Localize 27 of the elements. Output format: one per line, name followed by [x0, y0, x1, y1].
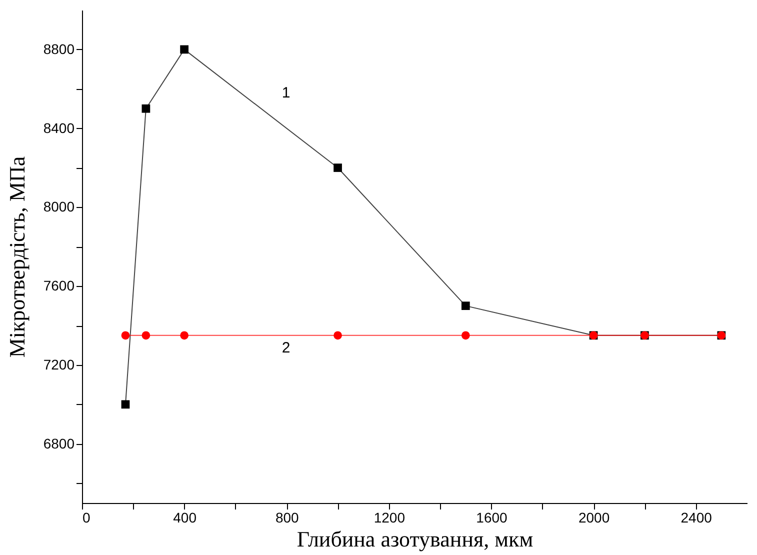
x-axis-title: Глибина азотування, мкм: [296, 526, 534, 552]
point: [334, 331, 342, 340]
x-tick-label: 1200: [374, 510, 406, 526]
point: [121, 331, 130, 340]
y-tick-label: 8000: [43, 198, 75, 215]
point: [142, 331, 150, 340]
y-axis-title: Мікротвердість, МПа: [4, 156, 30, 358]
x-tick-label: 2400: [680, 510, 712, 526]
y-tick-label: 6800: [43, 435, 75, 452]
series-label: 1: [282, 84, 290, 102]
series-label: 2: [282, 339, 290, 356]
point: [461, 302, 470, 310]
point: [180, 331, 188, 340]
x-tick-label: 1600: [476, 510, 508, 526]
point: [461, 331, 470, 340]
point: [121, 400, 130, 409]
point: [180, 45, 188, 54]
x-tick-label: 800: [275, 510, 300, 526]
y-tick-label: 7200: [43, 356, 75, 372]
y-tick-label: 7600: [43, 278, 75, 294]
y-tick-label: 8400: [43, 120, 75, 136]
x-tick-label: 0: [82, 510, 90, 526]
y-tick-label: 8800: [43, 40, 75, 57]
point: [334, 164, 342, 172]
point: [142, 104, 150, 113]
x-tick-label: 400: [173, 510, 197, 526]
x-tick-label: 2000: [578, 510, 610, 526]
